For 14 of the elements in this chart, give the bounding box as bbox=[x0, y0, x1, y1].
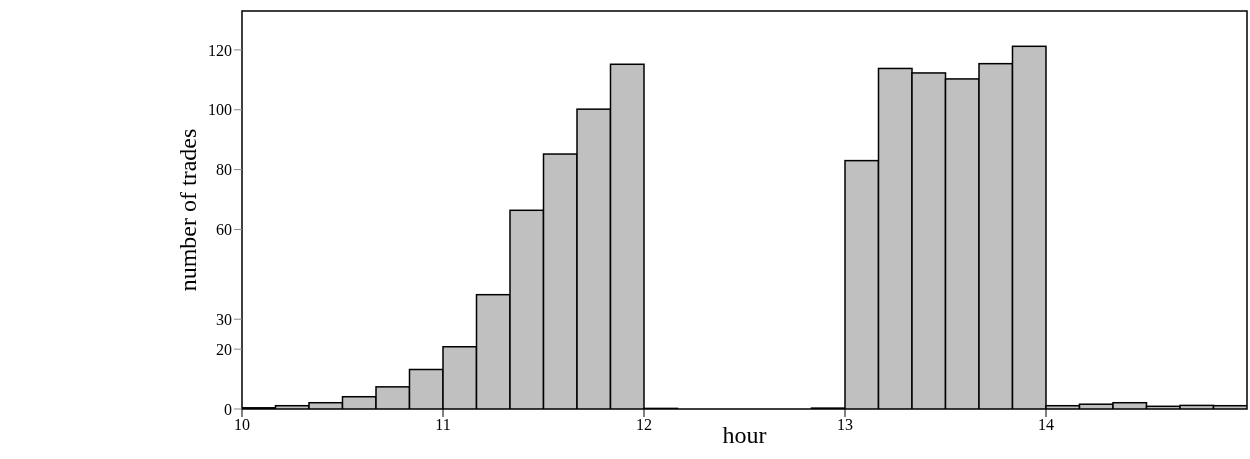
y-tick-label: 120 bbox=[208, 41, 232, 59]
x-tick-label: 11 bbox=[435, 416, 451, 434]
x-tick-label: 13 bbox=[837, 416, 853, 434]
y-tick-label: 20 bbox=[216, 340, 232, 358]
x-tick-label: 12 bbox=[636, 416, 652, 434]
y-tick-label: 60 bbox=[216, 221, 232, 239]
x-tick-label: 10 bbox=[234, 416, 250, 434]
x-tick-label: 14 bbox=[1038, 416, 1054, 434]
y-tick-label: 30 bbox=[216, 310, 232, 328]
x-axis-title: hour bbox=[722, 422, 767, 448]
y-axis-title: number of trades bbox=[174, 128, 201, 292]
y-tick-label: 80 bbox=[216, 161, 232, 179]
y-tick-label: 100 bbox=[208, 101, 232, 119]
y-tick-label: 0 bbox=[224, 400, 232, 418]
